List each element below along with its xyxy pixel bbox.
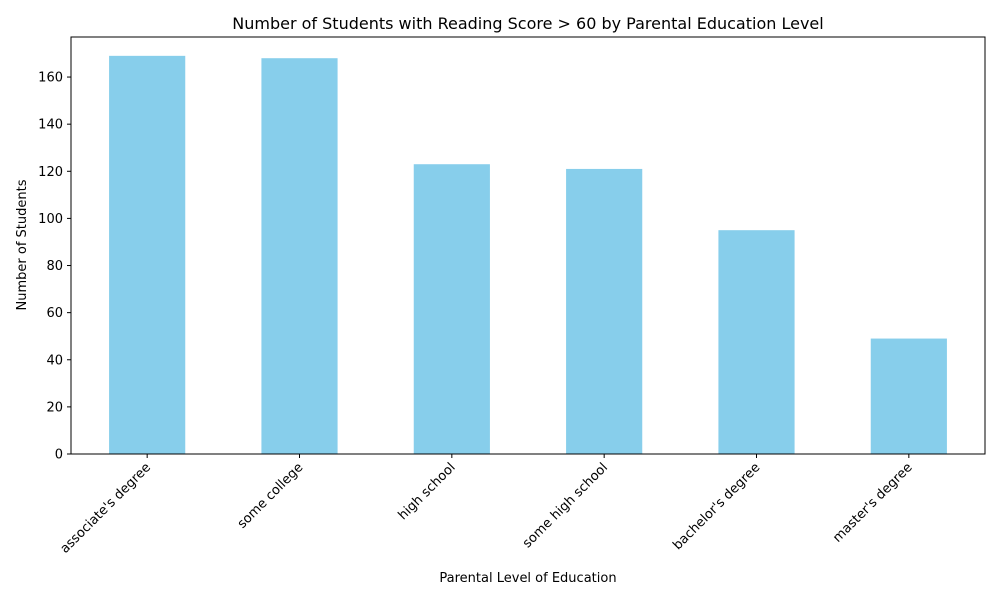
x-axis-ticks: associate's degree some college high schoo…	[58, 454, 916, 557]
y-axis-label: Number of Students	[15, 179, 30, 310]
y-tick-label: 140	[38, 118, 63, 133]
x-tick-label: some college	[235, 460, 306, 531]
x-axis-label: Parental Level of Education	[439, 571, 616, 586]
x-tick-label: high school	[396, 460, 459, 523]
y-tick-label: 80	[46, 259, 63, 274]
bar	[870, 338, 947, 454]
y-tick-label: 0	[55, 448, 63, 463]
bar	[566, 168, 643, 455]
y-axis-ticks: 0 20 40 60 80 100 120 140 160	[38, 71, 71, 463]
x-tick-label: some high school	[520, 460, 611, 551]
x-tick-label: master's degree	[830, 460, 915, 545]
bar	[413, 164, 490, 454]
y-tick-label: 160	[38, 71, 63, 86]
x-tick-label: bachelor's degree	[670, 460, 763, 553]
plot-frame	[70, 36, 986, 455]
chart-title: Number of Students with Reading Score > …	[232, 14, 823, 33]
bar	[261, 58, 338, 454]
y-tick-label: 100	[38, 212, 63, 227]
y-tick-label: 60	[46, 306, 63, 321]
bars-group	[109, 55, 947, 455]
y-tick-label: 20	[46, 400, 63, 415]
y-tick-label: 40	[46, 353, 63, 368]
x-tick-label: associate's degree	[58, 460, 154, 556]
y-tick-label: 120	[38, 165, 63, 180]
bar	[718, 230, 795, 454]
bar	[109, 55, 186, 454]
